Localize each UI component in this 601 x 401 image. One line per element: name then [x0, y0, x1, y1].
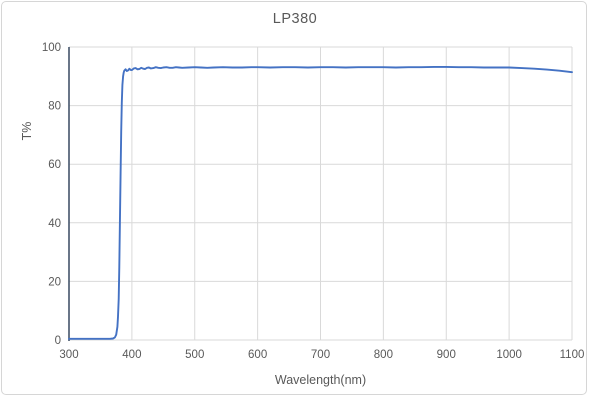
x-tick-label: 1000	[496, 349, 522, 361]
x-tick-label: 300	[59, 349, 78, 361]
x-tick-label: 400	[122, 349, 141, 361]
x-tick-label: 500	[185, 349, 204, 361]
x-tick-label: 600	[248, 349, 267, 361]
x-tick-label: 700	[311, 349, 330, 361]
x-tick-label: 1100	[560, 349, 585, 361]
x-tick-label: 900	[437, 349, 456, 361]
chart-title: LP380	[272, 11, 318, 27]
y-tick-label: 60	[48, 159, 61, 171]
y-tick-label: 80	[48, 101, 61, 113]
y-tick-label: 40	[48, 218, 61, 230]
x-tick-label: 800	[374, 349, 393, 361]
y-tick-label: 0	[55, 335, 61, 347]
y-tick-label: 100	[42, 42, 61, 54]
y-tick-label: 20	[48, 276, 61, 288]
x-axis-title: Wavelength(nm)	[274, 373, 367, 387]
transmission-curve	[68, 65, 573, 340]
